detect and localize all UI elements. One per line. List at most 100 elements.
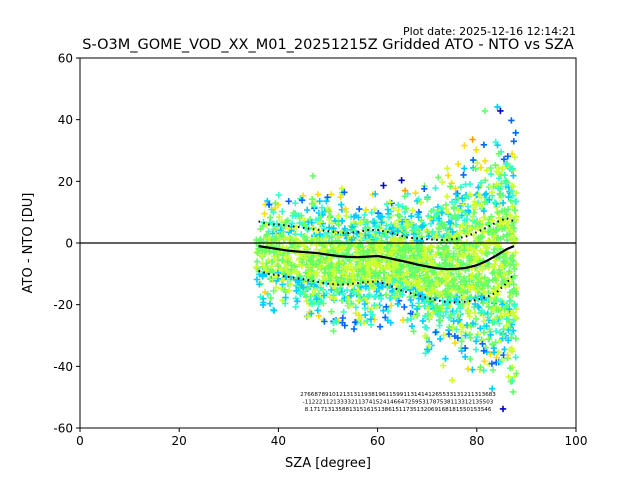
scatter-point [445, 273, 453, 280]
scatter-point [473, 146, 480, 153]
scatter-point [351, 319, 359, 326]
scatter-point [339, 290, 347, 298]
scatter-point [259, 260, 266, 267]
scatter-point [488, 217, 496, 224]
scatter-point [266, 201, 273, 208]
scatter-point [331, 295, 338, 303]
scatter-point [371, 206, 378, 213]
scatter-point [511, 207, 518, 214]
scatter-point [343, 266, 351, 274]
scatter-point [454, 287, 461, 294]
scatter-point [328, 238, 336, 246]
scatter-point [373, 288, 380, 295]
scatter-point [481, 358, 488, 365]
scatter-point [449, 262, 456, 269]
scatter-point [377, 214, 384, 221]
scatter-point [445, 331, 453, 338]
scatter-point [402, 229, 409, 236]
scatter-point [409, 302, 416, 309]
scatter-point [343, 247, 351, 254]
scatter-point [511, 301, 518, 308]
scatter-point [477, 179, 485, 186]
scatter-point [369, 311, 376, 319]
scatter-point [469, 214, 477, 221]
scatter-point [409, 240, 416, 248]
scatter-point [422, 244, 429, 251]
scatter-point [489, 341, 496, 348]
scatter-point [425, 282, 433, 290]
scatter-point [489, 366, 497, 374]
scatter-point [342, 232, 349, 239]
scatter-point [288, 266, 295, 273]
scatter-point [490, 306, 497, 313]
scatter-point [454, 256, 461, 263]
scatter-point [270, 209, 277, 216]
scatter-point [294, 243, 302, 250]
scatter-point [458, 328, 465, 335]
scatter-point [510, 261, 517, 268]
scatter-point [321, 318, 328, 325]
scatter-point [317, 298, 324, 305]
scatter-point [325, 256, 332, 264]
scatter-point [407, 296, 414, 304]
scatter-point [510, 312, 518, 320]
scatter-point [372, 228, 379, 236]
scatter-point [485, 303, 492, 310]
scatter-point [350, 288, 357, 296]
scatter-point [409, 272, 416, 279]
scatter-point [314, 191, 322, 198]
scatter-point [482, 190, 490, 197]
scatter-point [371, 219, 378, 227]
scatter-point [505, 311, 512, 318]
scatter-point [481, 191, 489, 199]
scatter-point [494, 103, 501, 111]
scatter-point [479, 299, 487, 307]
scatter-point [477, 238, 484, 245]
scatter-point [305, 263, 312, 271]
scatter-point [259, 301, 267, 309]
scatter-point [284, 258, 291, 265]
scatter-point [434, 210, 441, 217]
scatter-point [510, 172, 517, 179]
scatter-point [492, 162, 499, 169]
scatter-point [339, 314, 346, 322]
scatter-point [394, 227, 401, 235]
chart-title: S-O3M_GOME_VOD_XX_M01_20251215Z Gridded … [82, 37, 573, 53]
scatter-point [263, 231, 271, 238]
scatter-point [395, 201, 402, 209]
scatter-point [486, 226, 494, 233]
scatter-point [461, 247, 468, 254]
scatter-point [434, 270, 441, 278]
scatter-point [510, 183, 517, 190]
scatter-point [453, 296, 460, 304]
scatter-point [362, 283, 370, 290]
scatter-point [500, 156, 508, 163]
scatter-point [452, 216, 459, 223]
scatter-point [507, 365, 514, 372]
scatter-point [448, 198, 456, 206]
scatter-point [449, 377, 456, 384]
scatter-point [444, 250, 452, 258]
scatter-point [479, 340, 486, 347]
scatter-point [510, 281, 517, 288]
scatter-point [349, 224, 356, 231]
scatter-point [306, 262, 313, 270]
scatter-point [402, 205, 410, 212]
scatter-point [506, 268, 513, 275]
scatter-point [510, 388, 517, 396]
scatter-point [487, 331, 494, 339]
scatter-point [349, 265, 357, 272]
scatter-point [365, 293, 372, 300]
scatter-point [384, 317, 391, 324]
scatter-point [448, 214, 455, 221]
scatter-point [501, 207, 508, 214]
scatter-point [293, 287, 300, 294]
scatter-point [476, 201, 483, 208]
scatter-point [383, 245, 390, 252]
scatter-point [343, 273, 350, 281]
x-axis-ticks: 0 20 40 60 80 100 [76, 428, 587, 448]
scatter-point [340, 308, 347, 316]
scatter-point [504, 337, 512, 344]
scatter-point [415, 248, 422, 255]
scatter-point [375, 224, 383, 231]
